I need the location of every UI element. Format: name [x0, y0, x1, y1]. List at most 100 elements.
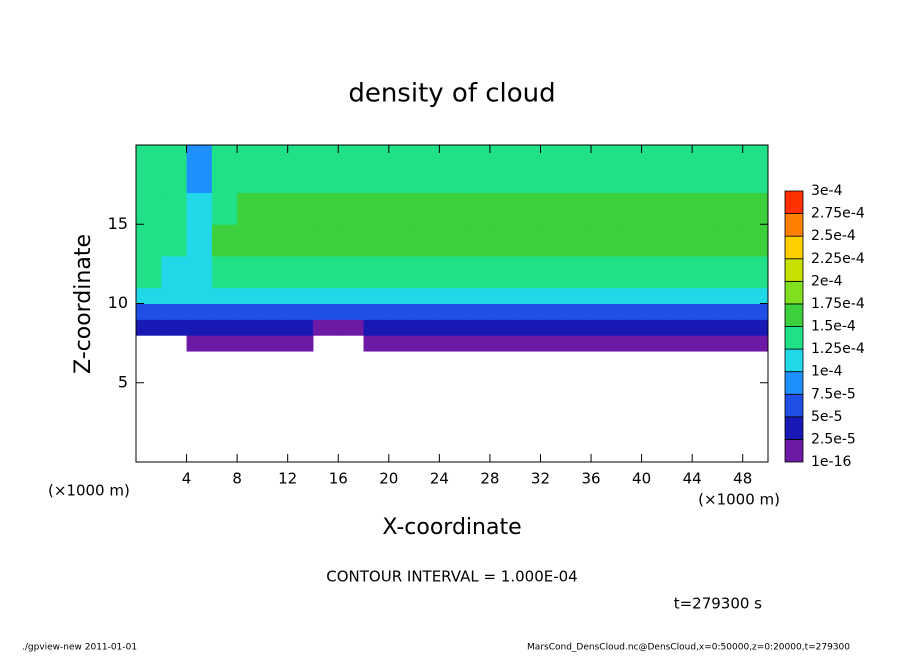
cell [464, 303, 491, 320]
cell [540, 145, 567, 194]
cell [515, 192, 541, 225]
x-tick-label: 24 [430, 470, 449, 488]
cell [565, 192, 592, 225]
cell [717, 192, 744, 225]
cell [515, 303, 541, 320]
cell [388, 303, 415, 320]
cell [591, 319, 617, 336]
cell [464, 145, 491, 194]
cell [211, 303, 238, 320]
cell [489, 319, 516, 336]
cell [161, 319, 188, 336]
colorbar-label: 1e-16 [811, 454, 851, 470]
cell [666, 224, 693, 257]
cell [287, 224, 314, 257]
cell [262, 303, 289, 320]
cell [616, 224, 643, 257]
cell [489, 287, 516, 304]
cell [161, 303, 188, 320]
cell [439, 224, 466, 257]
cell [414, 224, 440, 257]
cell [742, 303, 769, 320]
cell [414, 145, 440, 194]
cell [161, 145, 188, 194]
cell [161, 287, 188, 304]
cell [186, 319, 213, 336]
cell [616, 335, 643, 352]
cell [489, 255, 516, 289]
cell [641, 145, 668, 194]
cell [742, 192, 769, 225]
cell [211, 224, 238, 257]
x-tick-label: 8 [232, 470, 242, 488]
colorbar-box [784, 258, 804, 282]
cell [388, 145, 415, 194]
x-tick-label: 32 [531, 470, 550, 488]
cell [262, 224, 289, 257]
cell [136, 192, 162, 225]
cell [287, 287, 314, 304]
cell [666, 255, 693, 289]
cell [439, 192, 466, 225]
cell [692, 335, 718, 352]
y-tick-label: 15 [108, 214, 128, 233]
cell [565, 319, 592, 336]
cell [186, 145, 213, 194]
cell [540, 255, 567, 289]
cell [363, 255, 390, 289]
cell [287, 319, 314, 336]
cell [515, 145, 541, 194]
cell [666, 335, 693, 352]
cell [439, 287, 466, 304]
cell [666, 319, 693, 336]
cell [591, 224, 617, 257]
cell [666, 192, 693, 225]
cell [439, 335, 466, 352]
cell [515, 319, 541, 336]
contour-note: CONTOUR INTERVAL = 1.000E-04 [326, 568, 577, 586]
x-tick-label: 4 [182, 470, 192, 488]
cell [540, 303, 567, 320]
cell [742, 287, 769, 304]
cell [211, 335, 238, 352]
cell [312, 287, 339, 304]
cell [136, 287, 162, 304]
cell [312, 145, 339, 194]
cell [136, 303, 162, 320]
cell [439, 303, 466, 320]
colorbar-label: 3e-4 [811, 183, 843, 199]
cell [641, 192, 668, 225]
cell [666, 287, 693, 304]
cell [186, 224, 213, 257]
cell [742, 255, 769, 289]
cell [717, 224, 744, 257]
cell [136, 319, 162, 336]
cell [717, 335, 744, 352]
cell [338, 255, 365, 289]
cell [388, 255, 415, 289]
cell [591, 255, 617, 289]
cell [540, 192, 567, 225]
cell [591, 145, 617, 194]
cell [591, 303, 617, 320]
cell [262, 192, 289, 225]
cell [540, 287, 567, 304]
cell [692, 319, 718, 336]
cell [540, 319, 567, 336]
cell [591, 335, 617, 352]
time-note: t=279300 s [674, 595, 762, 613]
cell [237, 255, 263, 289]
cell [388, 319, 415, 336]
cell [262, 287, 289, 304]
cell [312, 224, 339, 257]
cell [388, 224, 415, 257]
colorbar-label: 1.5e-4 [811, 319, 856, 335]
cell [641, 303, 668, 320]
cell [565, 287, 592, 304]
cell [641, 255, 668, 289]
colorbar-box [784, 190, 804, 214]
cell [363, 192, 390, 225]
x-tick-label: 36 [581, 470, 600, 488]
cell [464, 319, 491, 336]
cell [464, 224, 491, 257]
